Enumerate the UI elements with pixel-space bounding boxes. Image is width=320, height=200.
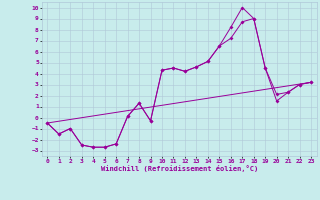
X-axis label: Windchill (Refroidissement éolien,°C): Windchill (Refroidissement éolien,°C) [100, 165, 258, 172]
